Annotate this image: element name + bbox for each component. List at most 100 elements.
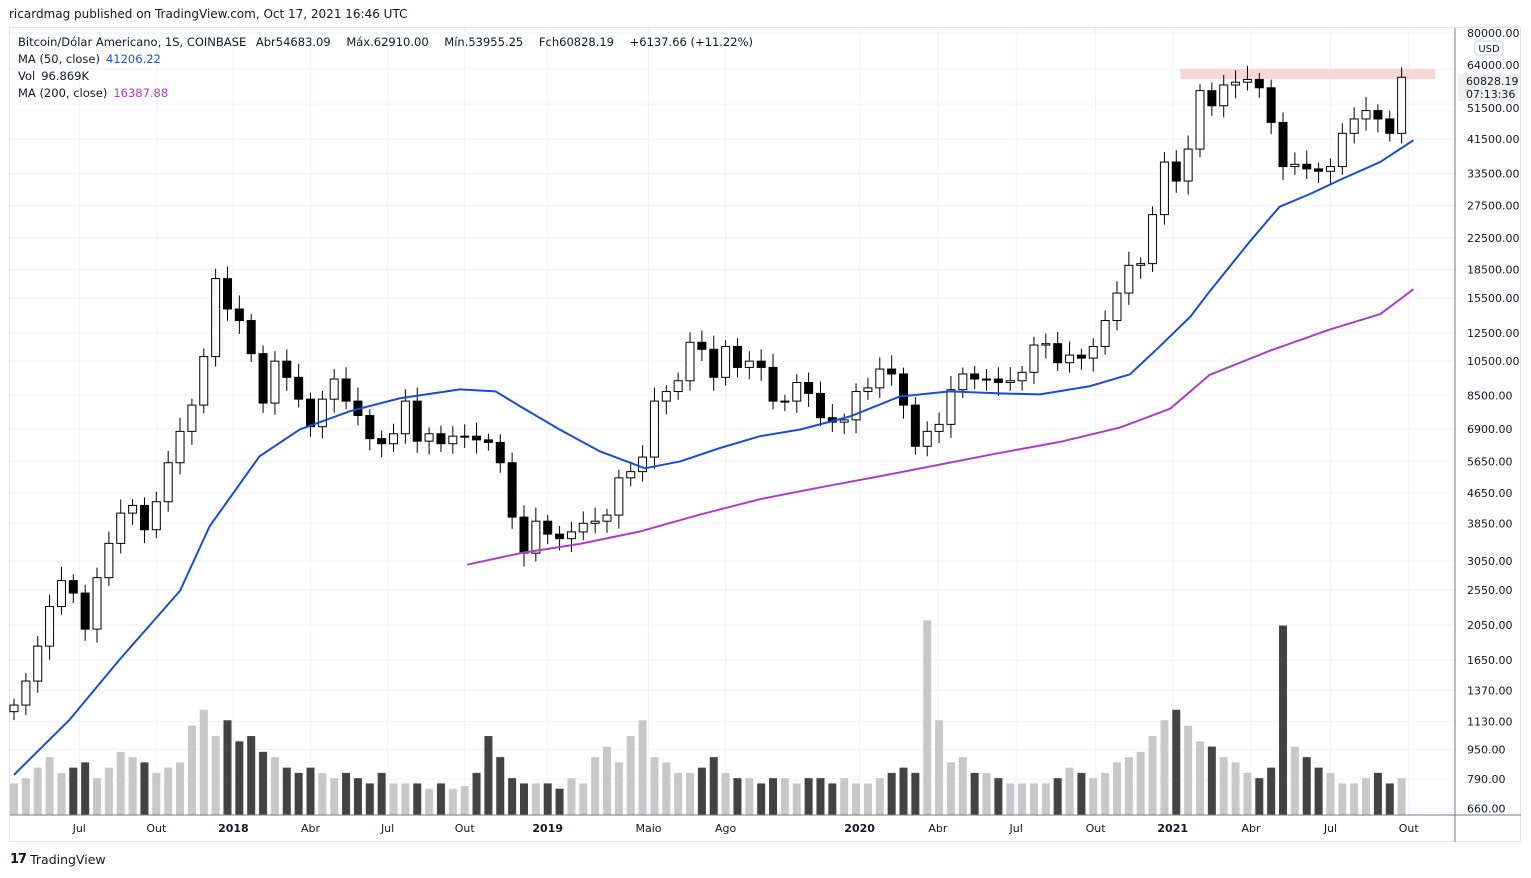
candle-up [1183,148,1193,182]
ma50-value: 41206.22 [105,52,161,66]
volume-bar [128,757,137,815]
volume-bar [970,772,979,815]
volume-bar [104,767,113,815]
volume-bar [1219,757,1228,815]
price-tick-label: 5650.00 [1467,455,1513,468]
volume-bar [247,736,256,815]
volume-bar [140,762,149,815]
volume-bar [863,783,872,815]
candle-down [1207,90,1217,107]
candle-down [815,392,825,419]
candle-down [993,378,1003,384]
time-tick-label: 2019 [532,822,563,835]
candle-up [744,360,754,368]
candle-down [970,373,980,380]
volume-bar [199,709,208,815]
candle-down [222,278,232,310]
candle-up [685,341,695,382]
candle-down [1076,354,1086,359]
candle-up [9,704,19,713]
price-tick-label: 1650.00 [1467,654,1513,667]
price-tick-label: 3850.00 [1467,517,1513,530]
price-tick-label: 6900.00 [1467,423,1513,436]
change-value: +6137.66 (+11.22%) [629,35,753,49]
vol-legend[interactable]: Vol 96.869K [18,69,95,83]
candle-up [151,501,161,531]
tradingview-logo-icon[interactable]: 17 [10,852,27,867]
candle-up [982,378,992,381]
volume-bar [1006,783,1015,815]
time-tick-label: Jul [1323,822,1337,835]
price-tick-label: 27500.00 [1467,200,1520,213]
volume-bar [389,783,398,815]
price-tick-label: 18500.00 [1467,264,1520,277]
candle-up [649,400,659,458]
price-tick-label: 2550.00 [1467,584,1513,597]
candle-up [1112,292,1122,322]
volume-bar [1279,625,1288,815]
volume-bar [33,767,42,815]
candle-down [1302,163,1312,170]
candle-up [1325,166,1335,172]
volume-bar [508,778,517,815]
currency-button[interactable] [1474,40,1504,56]
candle-up [1159,161,1169,216]
candle-up [590,520,600,524]
volume-bar [377,772,386,815]
time-tick-label: Jul [72,822,86,835]
ma50-legend[interactable]: MA (50, close) 41206.22 [18,52,167,66]
symbol-title[interactable]: Bitcoin/Dólar Americano, 1S, COINBASE [18,35,247,49]
volume-bar [828,783,837,815]
volume-bar [1148,736,1157,815]
candle-down [483,439,493,443]
volume-bar [270,757,279,815]
volume-bar [282,767,291,815]
candle-down [282,360,292,378]
volume-bar [686,772,695,815]
volume-bar [603,746,611,815]
candle-up [460,435,470,438]
volume-bar [946,762,955,815]
volume-bar [579,783,588,815]
volume-bar [638,720,647,815]
candle-up [175,430,185,464]
volume-bar [1124,757,1133,815]
time-tick-label: Out [1086,822,1107,835]
volume-bar [353,778,362,815]
candle-down [1373,110,1383,120]
candle-up [566,531,576,540]
candle-up [45,606,55,647]
volume-bar [152,772,161,815]
time-tick-label: Jul [380,822,394,835]
volume-bar [81,762,90,815]
volume-bar [757,783,766,815]
candle-up [614,477,624,516]
volume-bar [650,757,659,815]
volume-bar [57,772,66,815]
candle-up [56,580,66,608]
tradingview-brand[interactable]: TradingView [30,852,106,867]
candle-up [578,522,588,533]
candle-up [626,471,636,479]
time-tick-label: 2020 [844,822,875,835]
currency-button-label: USD [1478,44,1500,55]
volume-bar [982,772,991,815]
ma200-legend[interactable]: MA (200, close) 16387.88 [18,86,174,100]
volume-bar [1077,772,1086,815]
candle-up [661,391,671,402]
time-tick-label: Abr [928,822,948,835]
volume-bar [472,772,481,815]
volume-bar [1207,746,1216,815]
volume-bar [567,778,576,815]
candle-down [341,378,351,402]
volume-bar [923,620,932,815]
volume-bar [69,767,78,815]
volume-bar [10,783,18,815]
candle-down [1385,118,1395,134]
volume-bar [21,778,30,815]
volume-bar [591,757,600,815]
price-tick-label: 33500.00 [1467,168,1520,181]
candle-down [910,404,920,447]
volume-bar [887,772,896,815]
